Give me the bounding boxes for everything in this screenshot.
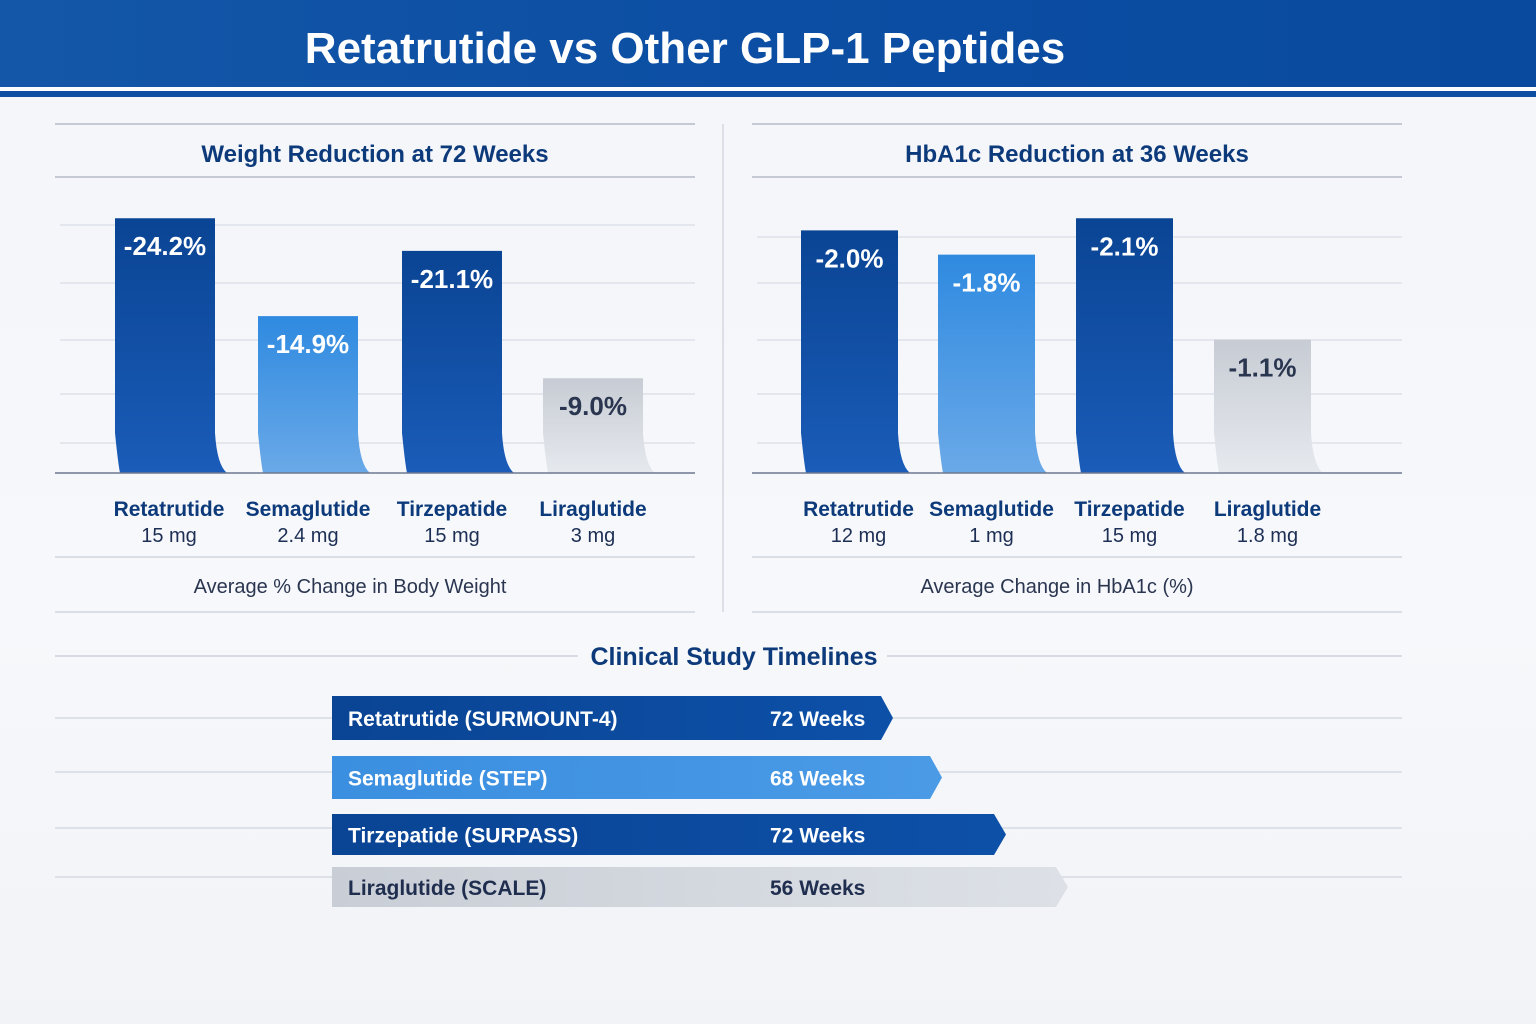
bar-value-label: -2.1% [1091,231,1159,261]
timeline-duration: 72 Weeks [770,825,865,848]
dose-label: 15 mg [1102,525,1158,547]
category-label: Retatrutide [114,498,225,521]
bar-value-label: -1.8% [953,268,1021,298]
page-title: Retatrutide vs Other GLP-1 Peptides [304,24,1066,73]
header-divider [0,91,1536,97]
timeline-bar [332,814,1006,855]
timeline-bar [332,696,893,740]
bar-value-label: -21.1% [411,264,493,294]
timeline-duration: 68 Weeks [770,768,865,791]
category-label: Tirzepatide [1074,498,1184,521]
category-label: Tirzepatide [397,498,507,521]
dose-label: 1.8 mg [1237,525,1298,547]
dose-label: 3 mg [571,525,615,547]
x-axis-label: Average Change in HbA1c (%) [920,576,1193,598]
bar-retatrutide [801,230,910,473]
bar-value-label: -24.2% [124,231,206,261]
dose-label: 1 mg [969,525,1013,547]
bar-value-label: -1.1% [1229,353,1297,383]
bar-liraglutide [1214,339,1323,473]
bar-liraglutide [543,378,655,473]
bar-value-label: -9.0% [559,391,627,421]
bar-tirzepatide [402,250,514,473]
bar-tirzepatide [1076,218,1185,473]
bar-retatrutide [115,218,227,473]
dose-label: 12 mg [831,525,887,547]
chart-title: Weight Reduction at 72 Weeks [201,141,548,168]
category-label: Liraglutide [1214,498,1321,521]
timeline-title: Clinical Study Timelines [590,643,877,671]
x-axis-label: Average % Change in Body Weight [194,576,507,598]
dose-label: 2.4 mg [277,525,338,547]
timeline-bar [332,867,1068,907]
timeline-study-name: Retatrutide (SURMOUNT-4) [348,708,618,731]
timeline-study-name: Semaglutide (STEP) [348,768,548,791]
category-label: Liraglutide [539,498,646,521]
category-label: Retatrutide [803,498,914,521]
dose-label: 15 mg [424,525,480,547]
timeline-study-name: Liraglutide (SCALE) [348,877,546,900]
header-divider [0,87,1536,91]
bar-value-label: -14.9% [267,329,349,359]
timeline-duration: 72 Weeks [770,708,865,731]
timeline-bar [332,756,942,799]
dose-label: 15 mg [141,525,197,547]
bar-semaglutide [938,254,1047,473]
timeline-duration: 56 Weeks [770,877,865,900]
category-label: Semaglutide [246,498,371,521]
bar-value-label: -2.0% [816,243,884,273]
timeline-study-name: Tirzepatide (SURPASS) [348,825,578,848]
category-label: Semaglutide [929,498,1054,521]
chart-title: HbA1c Reduction at 36 Weeks [905,141,1249,168]
header-banner [0,0,1536,87]
bar-semaglutide [258,316,370,473]
